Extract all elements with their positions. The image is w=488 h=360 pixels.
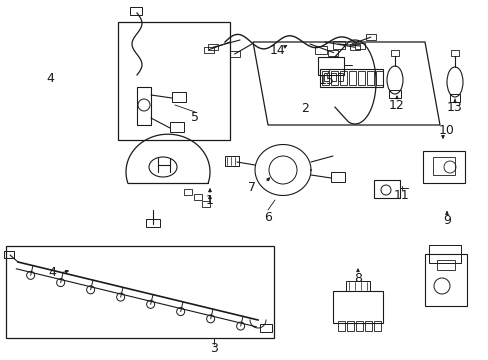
Bar [4, 251, 14, 258]
Text: 6: 6 [264, 211, 271, 224]
Bar [449, 94, 459, 102]
Text: 8: 8 [353, 271, 361, 284]
Text: 10: 10 [438, 123, 454, 136]
Bar [346, 281, 369, 291]
Bar [332, 291, 382, 323]
Bar [224, 156, 239, 166]
Bar [346, 321, 353, 331]
Bar [357, 71, 364, 85]
Bar [388, 90, 400, 98]
Text: 13: 13 [446, 100, 462, 113]
Text: 1: 1 [205, 194, 214, 207]
Bar [317, 57, 343, 75]
Text: 7: 7 [247, 180, 256, 194]
Bar [450, 50, 458, 56]
Bar [375, 71, 382, 85]
Text: 14: 14 [269, 44, 285, 57]
Bar [137, 87, 151, 125]
Bar [321, 71, 328, 85]
Text: 2: 2 [301, 102, 308, 114]
Bar [330, 172, 345, 182]
Bar [364, 321, 371, 331]
Bar [260, 324, 271, 332]
Bar [6, 246, 273, 338]
Bar [332, 41, 345, 49]
Bar [373, 321, 380, 331]
Text: 4: 4 [46, 72, 54, 85]
Bar [330, 73, 335, 81]
Bar [355, 321, 362, 331]
Bar [194, 194, 202, 200]
Bar [183, 189, 192, 195]
Bar [337, 321, 345, 331]
Bar [337, 73, 342, 81]
Bar [330, 71, 337, 85]
Bar [354, 43, 364, 49]
Bar [229, 51, 239, 57]
Bar [202, 201, 209, 207]
Text: 12: 12 [388, 99, 404, 112]
Bar [436, 260, 454, 270]
Bar [390, 50, 398, 56]
Bar [348, 71, 355, 85]
Bar [170, 122, 183, 132]
Bar [118, 22, 229, 140]
Bar [432, 157, 454, 175]
Bar [328, 50, 338, 55]
Bar [349, 44, 359, 50]
Text: 9: 9 [442, 213, 450, 226]
Bar [424, 254, 466, 306]
Bar [422, 151, 464, 183]
Bar [172, 92, 185, 102]
Bar [130, 7, 142, 15]
Bar [339, 71, 346, 85]
Bar [207, 44, 218, 50]
Bar [365, 34, 375, 40]
Text: 4: 4 [48, 266, 56, 279]
Bar [373, 180, 399, 198]
Bar [366, 71, 373, 85]
Text: 5: 5 [191, 111, 199, 123]
Text: 15: 15 [318, 73, 334, 86]
Bar [314, 46, 326, 54]
Bar [428, 245, 460, 263]
Bar [319, 69, 382, 87]
Bar [324, 73, 328, 81]
Bar [204, 46, 214, 53]
Text: 11: 11 [393, 189, 409, 202]
Bar [146, 219, 160, 227]
Text: 3: 3 [210, 342, 218, 355]
